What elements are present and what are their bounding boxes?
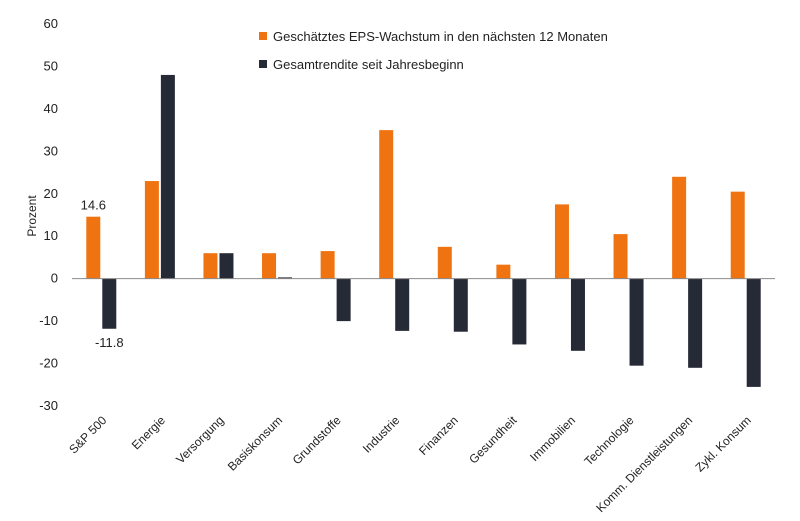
bar-eps-growth <box>554 204 569 279</box>
bar-eps-growth <box>86 216 101 279</box>
legend-swatch-eps <box>259 32 267 40</box>
x-tick-label: Industrie <box>360 413 403 456</box>
x-tick-label: Versorgung <box>173 413 226 466</box>
bar-total-return <box>336 278 351 322</box>
bar-total-return <box>278 277 293 279</box>
legend: Geschätztes EPS-Wachstum in den nächsten… <box>259 26 608 82</box>
y-tick-label: 10 <box>44 228 58 243</box>
bar-total-return <box>453 278 468 332</box>
legend-item-total-return: Gesamtrendite seit Jahresbeginn <box>259 54 608 74</box>
data-labels: 14.6 -11.8 <box>81 198 124 350</box>
y-tick-label: 20 <box>44 186 58 201</box>
x-tick-label: Zykl. Konsum <box>693 413 754 474</box>
y-tick-label: 60 <box>44 16 58 31</box>
bar-total-return <box>688 278 703 368</box>
x-tick-label: Komm. Dienstleistungen <box>593 413 695 515</box>
legend-label-total-return: Gesamtrendite seit Jahresbeginn <box>273 56 464 72</box>
x-tick-label: Energie <box>129 413 168 452</box>
x-tick-label: Technologie <box>581 413 636 468</box>
x-tick-label: Immobilien <box>527 413 578 464</box>
bar-eps-growth <box>437 246 452 279</box>
bar-total-return <box>160 74 175 279</box>
x-tick-label: Basiskonsum <box>225 413 285 473</box>
y-tick-label: -30 <box>39 398 58 413</box>
bar-total-return <box>395 278 410 331</box>
bar-eps-growth <box>320 251 335 279</box>
legend-label-eps: Geschätztes EPS-Wachstum in den nächsten… <box>273 28 608 44</box>
bar-eps-growth <box>262 253 277 279</box>
bar-total-return <box>746 278 761 387</box>
bar-eps-growth <box>203 253 218 279</box>
bar-eps-growth <box>496 264 511 279</box>
legend-item-eps: Geschätztes EPS-Wachstum in den nächsten… <box>259 26 608 46</box>
bar-total-return <box>512 278 527 345</box>
bar-eps-growth <box>730 191 745 279</box>
legend-swatch-total-return <box>259 60 267 68</box>
y-tick-label: 40 <box>44 101 58 116</box>
x-tick-label: Finanzen <box>416 413 461 458</box>
data-label: -11.8 <box>95 335 124 350</box>
bar-eps-growth <box>672 176 687 279</box>
bar-eps-growth <box>144 181 159 279</box>
y-axis-label: Prozent <box>25 195 39 237</box>
x-tick-label: Grundstoffe <box>290 413 344 467</box>
y-tick-label: -10 <box>39 313 58 328</box>
x-tick-label: Gesundheit <box>466 413 520 467</box>
y-tick-label: -20 <box>39 356 58 371</box>
bar-total-return <box>570 278 585 351</box>
y-tick-label: 30 <box>44 143 58 158</box>
data-label: 14.6 <box>81 198 106 213</box>
bar-total-return <box>629 278 644 366</box>
bar-total-return <box>102 278 117 329</box>
bar-total-return <box>219 253 234 279</box>
bar-eps-growth <box>379 130 394 279</box>
y-tick-label: 50 <box>44 58 58 73</box>
bar-eps-growth <box>613 234 628 279</box>
bars <box>86 74 761 387</box>
x-tick-label: S&P 500 <box>66 413 109 456</box>
y-axis-ticks: 60 50 40 30 20 10 0 -10 -20 -30 <box>39 16 58 413</box>
y-tick-label: 0 <box>51 271 58 286</box>
